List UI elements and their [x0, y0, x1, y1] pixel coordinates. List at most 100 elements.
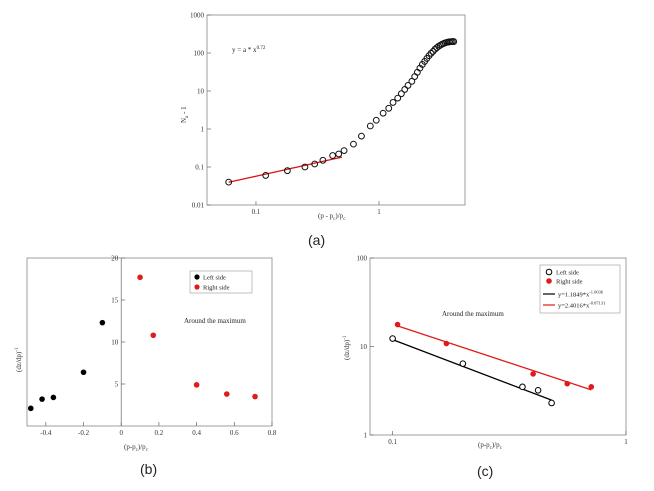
ylabel-b: (dz/dp)-1: [15, 347, 23, 372]
legend-b-right-marker: [194, 284, 200, 290]
fit-line: [228, 156, 343, 183]
right-side-point: [394, 321, 401, 328]
xlabel-a: (p - pc)/pc: [318, 212, 346, 222]
left-side-point: [50, 394, 57, 401]
legend-c-left-marker: [545, 268, 553, 276]
y-tick-label: 20: [111, 255, 119, 263]
x-tick-label: 1: [377, 208, 381, 216]
data-point: [385, 104, 393, 112]
x-tick-label: -0.4: [40, 429, 52, 437]
y-tick-label: 1: [364, 432, 368, 440]
caption-b: (b): [140, 461, 157, 477]
right-side-point: [588, 384, 595, 390]
x-tick-label: 1: [624, 438, 628, 446]
y-tick-label: 15: [111, 297, 119, 305]
y-tick-label: 10: [197, 88, 205, 96]
legend-c-left-label: Left side: [556, 270, 579, 277]
right-side-point: [564, 380, 571, 387]
x-tick-label: 0.8: [268, 429, 277, 437]
y-tick-label: 1: [201, 126, 205, 134]
left-side-point: [39, 396, 45, 402]
left-side-point: [519, 383, 526, 391]
data-point: [350, 140, 357, 148]
data-point: [319, 156, 327, 164]
ylabel-a: Na - 1: [180, 106, 190, 123]
annotation-c: Around the maximum: [442, 310, 504, 318]
legend-c-fit-black-label: y=1.1849*x-1.0036: [558, 290, 604, 299]
x-tick-label: -0.2: [78, 429, 90, 437]
x-tick-label: 0: [119, 429, 123, 437]
y-tick-label: 10: [111, 339, 119, 347]
caption-c: (c): [477, 463, 493, 479]
x-tick-label: 0.4: [192, 429, 201, 437]
ylabel-c: (dz/dp)-1: [343, 335, 351, 360]
x-tick-label: 0.6: [230, 429, 239, 437]
legend-b-right-label: Right side: [203, 285, 230, 292]
legend-b-left-marker: [194, 274, 200, 280]
legend-b: [189, 270, 253, 294]
fit-line-right: [397, 325, 592, 391]
right-side-point: [443, 340, 450, 347]
data-point: [301, 163, 309, 171]
data-point: [379, 109, 387, 117]
left-side-point: [389, 335, 396, 342]
left-side-point: [548, 399, 555, 407]
y-tick-label: 5: [115, 381, 119, 389]
left-side-point: [99, 319, 106, 326]
x-tick-label: 0.1: [388, 438, 397, 446]
right-side-point: [193, 382, 200, 388]
data-point: [311, 160, 319, 168]
data-point: [427, 49, 435, 57]
annotation-a: y = a * x0.72: [232, 46, 266, 54]
fit-line-left: [392, 339, 552, 401]
y-tick-label: 0.01: [192, 202, 205, 210]
x-tick-label: 0.1: [252, 208, 261, 216]
data-point: [283, 167, 291, 175]
data-point: [358, 132, 365, 140]
data-point: [389, 99, 397, 106]
left-side-point: [80, 369, 87, 376]
panel-b: -0.4 -0.2 0 0.2 0.4 0.6 0.8 5 10 15 20 Left side R…: [15, 255, 277, 478]
panel-c: 0.1 1 1 10 100 Left side Right side y=1.1849…: [343, 255, 628, 480]
xlabel-b: (p-pc)/pc: [124, 443, 149, 453]
data-point: [340, 147, 348, 155]
caption-a: (a): [308, 232, 325, 248]
right-side-point: [530, 371, 536, 377]
y-tick-label: 0.1: [195, 164, 204, 172]
y-tick-label: 1000: [190, 12, 205, 20]
annotation-b: Around the maximum: [184, 317, 246, 325]
right-side-point: [150, 332, 157, 339]
legend-b-left-label: Left side: [203, 275, 226, 282]
plot-frame-a: [206, 14, 466, 206]
left-side-point: [27, 405, 34, 412]
plot-frame-b: [26, 257, 273, 427]
left-side-point: [534, 386, 542, 394]
legend-c-fit-red-label: y=2.4016*x-0.87131: [558, 301, 605, 310]
data-point: [329, 152, 337, 159]
data-point: [394, 94, 402, 102]
y-tick-label: 10: [360, 343, 368, 351]
panel-a: 0.1 1 0.01 0.1 1 10 100 1000 y = a * x0.72 (p -…: [180, 12, 466, 248]
data-point: [262, 172, 270, 179]
data-point: [366, 122, 374, 130]
right-side-point: [223, 391, 230, 397]
data-point: [411, 73, 419, 80]
right-side-point: [252, 393, 258, 400]
data-point: [372, 116, 380, 124]
legend-c-right-label: Right side: [556, 279, 583, 286]
left-side-point: [459, 360, 467, 367]
y-tick-label: 100: [357, 255, 368, 263]
data-point: [435, 42, 442, 50]
data-point: [225, 178, 233, 186]
data-point: [450, 38, 458, 45]
data-point: [397, 90, 405, 98]
data-point: [404, 82, 412, 89]
legend-c-right-marker: [546, 278, 552, 284]
y-tick-label: 100: [194, 50, 205, 58]
right-side-point: [137, 274, 143, 281]
xlabel-c: (p-pc)/pc: [478, 441, 503, 451]
x-tick-label: 0.2: [155, 429, 164, 437]
data-point: [429, 48, 437, 55]
data-point: [335, 150, 343, 158]
